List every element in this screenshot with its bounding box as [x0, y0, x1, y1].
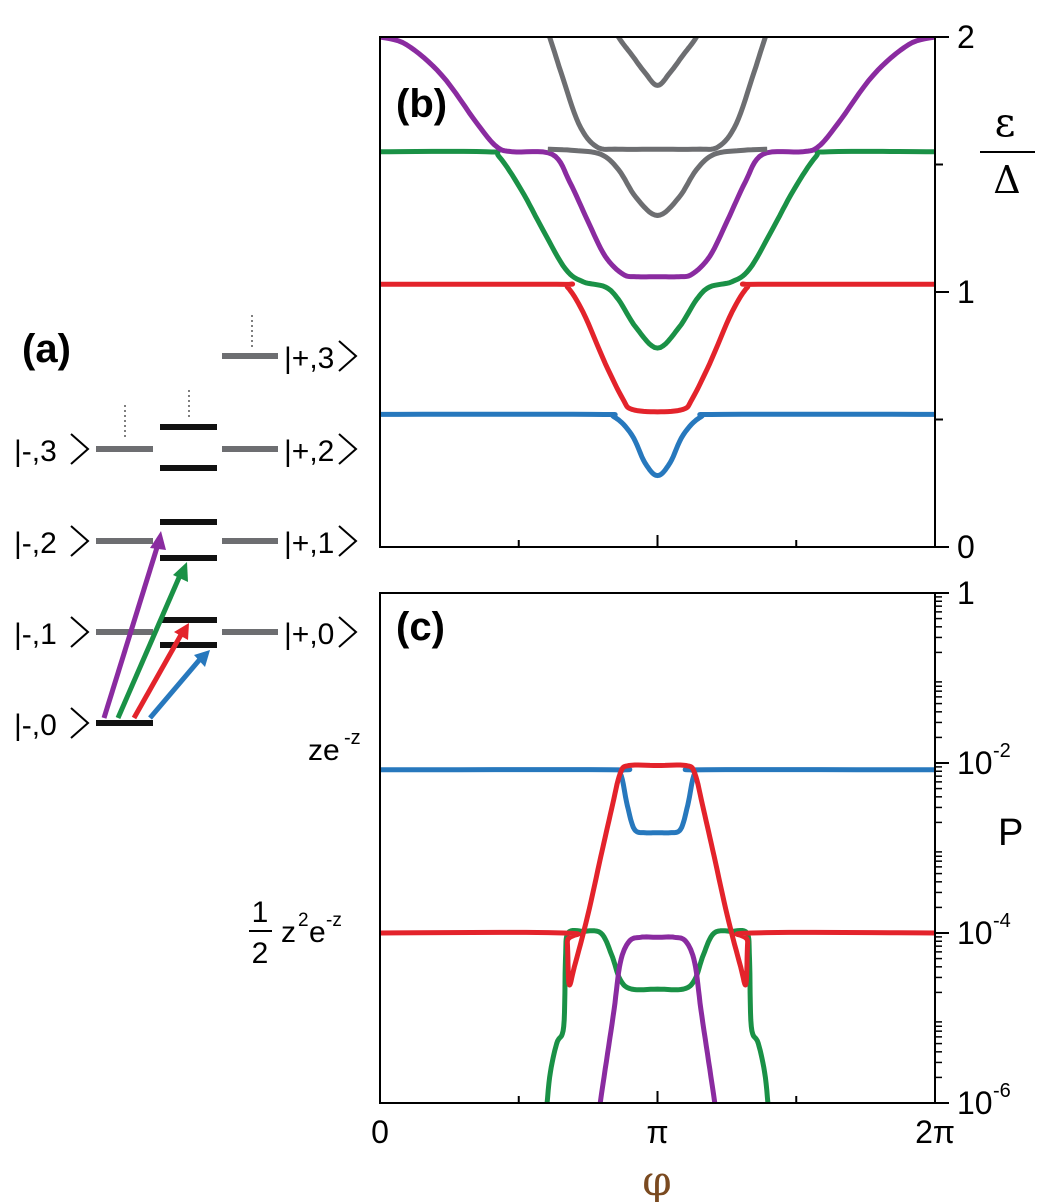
ket-p1: |+,1 — [284, 525, 358, 560]
panel-c-ytick-label: 1 — [957, 575, 975, 611]
svg-text:|+,3: |+,3 — [284, 342, 334, 375]
panel-b: 0 1 2 (b) ε Δ — [379, 19, 1035, 565]
panel-b-series-green — [380, 148, 935, 351]
panel-c-ytick-label: 10 -4 — [957, 910, 1011, 951]
annotation-ze-z: ze -z — [308, 727, 361, 767]
svg-text:1: 1 — [957, 575, 975, 611]
panel-c-frame — [379, 592, 936, 1104]
svg-text:-4: -4 — [993, 910, 1011, 932]
panel-c-curves — [380, 762, 935, 1103]
panel-a: (a) — [14, 315, 358, 742]
arrow-red — [131, 631, 185, 720]
svg-text:1: 1 — [252, 896, 269, 929]
svg-text:e: e — [309, 916, 326, 949]
svg-text:10: 10 — [957, 1085, 993, 1121]
svg-text:-2: -2 — [993, 740, 1011, 762]
panel-b-curves — [380, 37, 935, 479]
panel-c-ticks: 110 -210 -410 -60 π 2π — [371, 575, 1011, 1150]
svg-text:10: 10 — [957, 915, 993, 951]
svg-text:2: 2 — [252, 937, 269, 970]
svg-text:|-,3: |-,3 — [14, 435, 57, 468]
panel-c-series-blue — [380, 767, 935, 836]
panel-c-series-purple — [597, 934, 718, 1103]
ylabel-epsilon: ε — [995, 100, 1016, 146]
arrowhead-blue — [194, 650, 210, 667]
panel-b-ticks: 0 1 2 — [379, 19, 975, 565]
panel-c-ytick-label: 10 -2 — [957, 740, 1011, 781]
panel-b-series-gray2 — [547, 146, 768, 218]
svg-text:-z: -z — [326, 910, 342, 931]
ket-m3: |-,3 — [14, 433, 90, 468]
panel-c-xtick-label: 0 — [371, 1114, 389, 1150]
arrowhead-green — [173, 562, 188, 582]
svg-text:z: z — [281, 916, 296, 949]
panel-b-ylabel: ε Δ — [980, 100, 1035, 202]
panel-c-label: (c) — [396, 605, 445, 649]
ylabel-delta: Δ — [993, 158, 1020, 202]
arrowhead-red — [174, 623, 189, 640]
panel-c: 110 -210 -410 -60 π 2π (c) P φ ze -z 1 2 z 2 … — [249, 575, 1023, 1202]
svg-text:10: 10 — [957, 745, 993, 781]
panel-c-series-red — [380, 762, 935, 988]
panel-c-xtick-label: π — [646, 1114, 668, 1150]
ket-p3: |+,3 — [284, 340, 358, 375]
panel-b-series-purple — [380, 37, 935, 280]
ket-p2: |+,2 — [284, 433, 358, 468]
arrow-blue — [148, 656, 203, 720]
svg-text:-z: -z — [344, 727, 361, 749]
svg-text:2: 2 — [298, 910, 309, 931]
panel-b-series-gray3 — [615, 37, 700, 88]
panel-c-xlabel: φ — [642, 1156, 671, 1202]
ket-m0: |-,0 — [14, 707, 90, 742]
panel-b-series-gray1 — [546, 37, 769, 152]
panel-c-ytick-label: 10 -6 — [957, 1080, 1011, 1121]
transition-arrows — [101, 531, 210, 720]
panel-a-label: (a) — [22, 327, 71, 371]
panel-b-series-red — [380, 281, 935, 415]
svg-text:|-,0: |-,0 — [14, 709, 57, 742]
arrow-purple — [101, 540, 162, 719]
annotation-half-z2-e-z: 1 2 z 2 e -z — [249, 896, 342, 970]
panel-b-series-blue — [380, 411, 935, 479]
panel-b-label: (b) — [396, 82, 447, 126]
svg-text:ze: ze — [308, 734, 340, 767]
svg-text:|-,1: |-,1 — [14, 618, 57, 651]
svg-text:|+,0: |+,0 — [284, 618, 334, 651]
svg-text:-6: -6 — [993, 1080, 1011, 1102]
ket-p0: |+,0 — [284, 616, 358, 651]
arrow-green — [115, 572, 184, 719]
panel-b-ytick-label: 1 — [957, 274, 975, 310]
panel-c-xtick-label: 2π — [915, 1114, 955, 1150]
panel-c-ylabel: P — [998, 812, 1023, 854]
ket-m2: |-,2 — [14, 525, 90, 560]
arrowhead-purple — [150, 531, 166, 550]
svg-text:|-,2: |-,2 — [14, 527, 57, 560]
svg-text:|+,1: |+,1 — [284, 527, 334, 560]
panel-b-ytick-label: 0 — [957, 529, 975, 565]
ket-m1: |-,1 — [14, 616, 90, 651]
panel-c-series-green — [544, 928, 771, 1103]
panel-b-frame — [379, 36, 936, 548]
panel-b-ytick-label: 2 — [957, 19, 975, 55]
svg-text:|+,2: |+,2 — [284, 435, 334, 468]
